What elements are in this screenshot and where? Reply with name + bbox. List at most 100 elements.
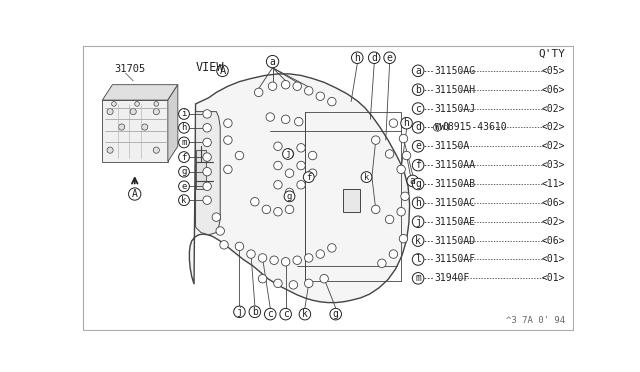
Text: <05>: <05> [541,66,565,76]
Circle shape [203,110,211,118]
Circle shape [401,192,409,201]
Text: g: g [181,167,187,176]
Text: <11>: <11> [541,179,565,189]
Circle shape [403,151,411,160]
Circle shape [389,119,397,128]
Circle shape [303,172,314,183]
Circle shape [135,102,140,106]
Text: j: j [237,307,243,317]
Circle shape [154,102,159,106]
Text: a: a [269,57,275,67]
Text: 08915-43610: 08915-43610 [443,122,508,132]
Circle shape [247,250,255,258]
Circle shape [293,256,301,264]
Circle shape [179,181,189,192]
Circle shape [268,82,276,90]
Text: A: A [220,66,226,76]
Text: <02>: <02> [541,103,565,113]
Circle shape [259,275,267,283]
Circle shape [236,151,244,160]
Circle shape [316,92,324,100]
Circle shape [389,250,397,258]
Circle shape [217,65,228,77]
Text: d: d [371,53,377,63]
Text: d: d [415,122,421,132]
Text: 31150AE: 31150AE [435,217,476,227]
Circle shape [369,52,380,64]
Text: A: A [132,189,138,199]
Text: h: h [415,198,421,208]
Circle shape [203,124,211,132]
Circle shape [130,109,136,115]
Text: h: h [355,53,360,63]
Circle shape [282,80,290,89]
Text: <06>: <06> [541,85,565,95]
Text: <02>: <02> [541,141,565,151]
Circle shape [107,147,113,153]
Text: 31150AG: 31150AG [435,66,476,76]
Circle shape [179,166,189,177]
Text: <03>: <03> [541,160,565,170]
Circle shape [203,153,211,161]
Circle shape [179,109,189,119]
Circle shape [107,109,113,115]
Text: e: e [387,53,392,63]
Circle shape [285,150,294,158]
Circle shape [397,165,405,174]
Circle shape [236,242,244,251]
Circle shape [412,197,424,209]
Text: m: m [181,138,187,147]
Text: <01>: <01> [541,273,565,283]
Circle shape [412,159,424,171]
Circle shape [141,124,148,130]
Circle shape [330,308,342,320]
Circle shape [299,308,310,320]
Circle shape [262,205,271,214]
Text: 31150AJ: 31150AJ [435,103,476,113]
Text: a: a [410,176,415,186]
Circle shape [412,122,424,133]
Text: c: c [268,309,273,319]
Text: m: m [415,273,421,283]
Circle shape [223,136,232,144]
Circle shape [251,198,259,206]
Circle shape [266,55,279,68]
Polygon shape [102,100,168,162]
Text: f: f [306,173,312,182]
Circle shape [266,113,275,121]
Text: 31150AF: 31150AF [435,254,476,264]
Circle shape [216,227,225,235]
Text: c: c [415,103,421,113]
Circle shape [203,167,211,176]
Text: h: h [181,123,187,132]
Circle shape [284,191,295,202]
Text: b: b [252,307,258,317]
Circle shape [433,124,441,131]
Circle shape [255,88,263,97]
Circle shape [285,205,294,214]
Circle shape [297,180,305,189]
Circle shape [274,161,282,170]
Circle shape [385,150,394,158]
Circle shape [412,273,424,284]
Text: e: e [181,182,187,191]
Circle shape [297,161,305,170]
Text: l: l [415,254,421,264]
Polygon shape [168,85,178,162]
Text: <02>: <02> [541,217,565,227]
Text: VIEW: VIEW [196,61,224,74]
Circle shape [412,141,424,152]
Circle shape [111,102,116,106]
Text: c: c [283,309,289,319]
Circle shape [316,250,324,258]
Text: b: b [415,85,421,95]
Text: 31150A: 31150A [435,141,470,151]
Circle shape [401,118,412,129]
Text: a: a [415,66,421,76]
Text: ^3 7A 0' 94: ^3 7A 0' 94 [506,315,565,325]
Circle shape [308,169,317,177]
Circle shape [203,138,211,147]
Circle shape [328,244,336,252]
Circle shape [361,172,372,183]
Text: k: k [364,173,369,182]
